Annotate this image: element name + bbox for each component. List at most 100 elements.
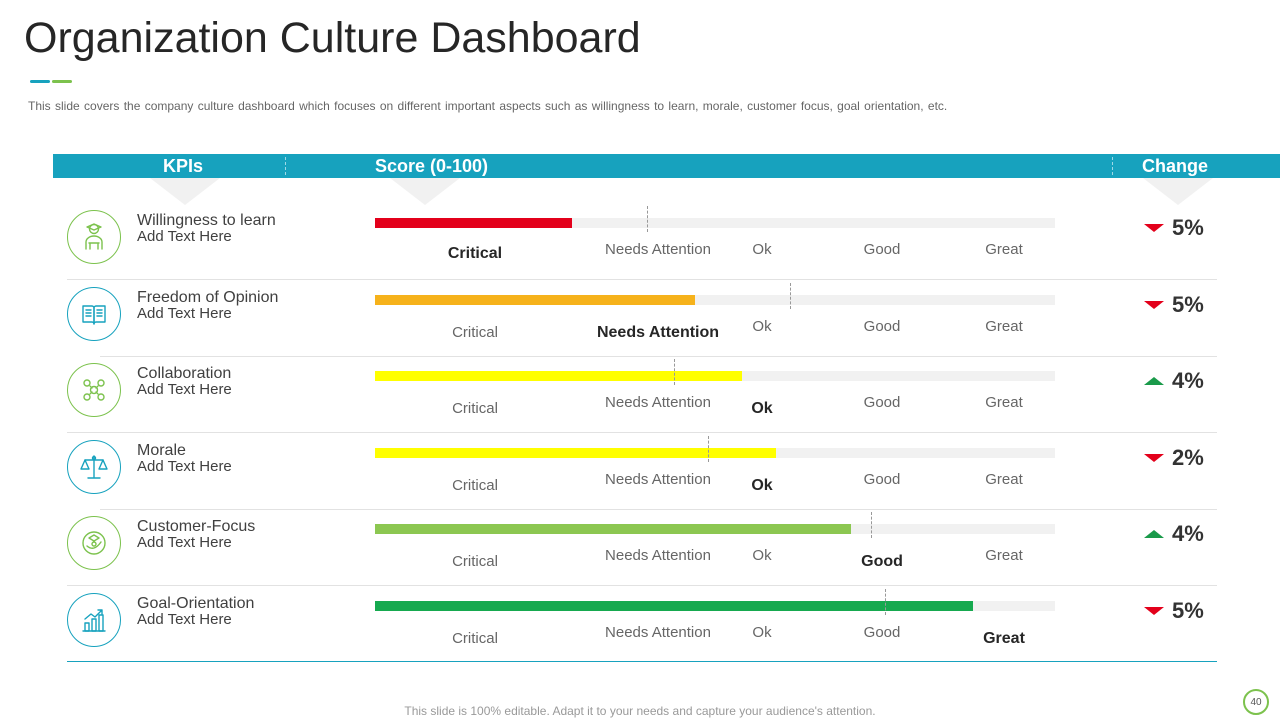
row-separator [100, 355, 1217, 357]
learner-icon [67, 210, 121, 264]
level-label: Needs Attention [605, 470, 711, 488]
header-score: Score (0-100) [375, 156, 489, 176]
level-label: Ok [752, 624, 772, 641]
level-label: Great [985, 547, 1023, 565]
level-label: Great [985, 470, 1023, 488]
score-track [375, 601, 1055, 611]
kpi-subtext: Add Text Here [137, 534, 232, 552]
level-label: Needs Attention [605, 394, 711, 412]
level-label: Ok [752, 317, 772, 335]
score-bar [375, 371, 743, 382]
level-label: Needs Attention [605, 241, 711, 258]
level-label: Great [985, 317, 1023, 335]
title-accent-green [52, 80, 72, 83]
level-label: Good [863, 394, 901, 412]
level-label: Critical [452, 400, 498, 418]
row-separator [67, 585, 1217, 587]
kpi-name: Morale [137, 441, 186, 459]
level-label: Great [985, 394, 1023, 412]
level-label: Critical [452, 553, 498, 571]
kpi-name: Customer-Focus [137, 518, 256, 536]
page-number: 40 [1250, 696, 1262, 708]
row-separator [100, 508, 1217, 510]
level-label: Ok [752, 547, 772, 565]
header-change: Change [1142, 156, 1209, 176]
triangle-down-icon [1144, 453, 1164, 462]
team-icon [67, 363, 121, 418]
level-label: Great [985, 241, 1023, 258]
level-label: Good [863, 470, 901, 488]
change-indicator: 5% [1144, 215, 1204, 241]
kpi-name: Collaboration [137, 365, 232, 383]
kpi-name: Willingness to learn [137, 212, 276, 229]
header-divider [285, 157, 286, 175]
score-bar [375, 601, 974, 611]
triangle-down-icon [1144, 224, 1164, 232]
change-value: 5% [1172, 215, 1204, 240]
level-label: Ok [751, 476, 773, 494]
score-track [375, 371, 1055, 382]
score-track [375, 524, 1055, 535]
kpi-row: Morale Add Text Here Critical Needs Attenti… [0, 433, 1280, 510]
customer-focus-icon [67, 516, 121, 571]
change-value: 4% [1172, 368, 1204, 394]
header-divider [1112, 157, 1113, 175]
kpi-row: Freedom of Opinion Add Text Here Critical N… [0, 280, 1280, 357]
change-indicator: 5% [1144, 292, 1204, 318]
header-notch-change [1143, 178, 1213, 205]
kpi-subtext: Add Text Here [137, 611, 232, 628]
level-label: Critical [452, 630, 498, 647]
change-value: 2% [1172, 444, 1204, 470]
kpi-row: Willingness to learn Add Text Here Critica… [0, 203, 1280, 280]
kpi-subtext: Add Text Here [137, 304, 232, 322]
level-label: Good [863, 317, 901, 335]
level-label: Great [983, 630, 1025, 647]
level-label: Critical [452, 476, 498, 494]
title-accent-blue [30, 80, 50, 83]
page-number-badge: 40 [1243, 689, 1269, 715]
score-bar [375, 294, 695, 305]
slide-description: This slide covers the company culture da… [28, 99, 948, 113]
level-label: Needs Attention [605, 624, 711, 641]
level-label: Good [861, 553, 903, 571]
kpi-subtext: Add Text Here [137, 457, 232, 475]
kpi-subtext: Add Text Here [137, 228, 232, 245]
level-label: Needs Attention [596, 323, 720, 341]
change-value: 4% [1172, 521, 1204, 547]
row-separator [67, 279, 1217, 280]
level-label: Ok [752, 241, 772, 258]
change-indicator: 2% [1144, 445, 1204, 471]
score-marker [789, 282, 791, 309]
score-bar [375, 447, 777, 458]
change-indicator: 4% [1144, 521, 1204, 547]
score-track [375, 218, 1055, 228]
triangle-up-icon [1144, 377, 1164, 386]
triangle-up-icon [1144, 530, 1164, 539]
header-notch-score [390, 178, 460, 205]
kpi-row: Collaboration Add Text Here Critical Needs … [0, 356, 1280, 434]
growth-chart-icon [67, 593, 121, 647]
score-marker [708, 435, 710, 462]
level-label: Good [863, 624, 901, 641]
table-bottom-line [67, 661, 1217, 662]
change-indicator: 4% [1144, 368, 1204, 394]
page-title: Organization Culture Dashboard [24, 14, 641, 62]
level-label: Needs Attention [605, 547, 711, 565]
score-bar [375, 524, 851, 535]
kpi-name: Freedom of Opinion [137, 288, 279, 306]
row-separator [67, 432, 1217, 434]
level-label: Critical [447, 245, 503, 262]
score-marker [647, 206, 648, 232]
score-marker [871, 512, 873, 539]
balance-scale-icon [67, 439, 121, 494]
score-marker [885, 589, 886, 615]
change-value: 5% [1172, 598, 1204, 623]
kpi-row: Goal-Orientation Add Text Here Critical Nee… [0, 586, 1280, 663]
header-notch-kpis [150, 178, 220, 205]
score-track [375, 447, 1055, 458]
score-marker [674, 359, 676, 386]
triangle-down-icon [1144, 300, 1164, 309]
change-indicator: 5% [1144, 598, 1204, 624]
level-label: Critical [452, 323, 498, 341]
kpi-name: Goal-Orientation [137, 595, 255, 612]
